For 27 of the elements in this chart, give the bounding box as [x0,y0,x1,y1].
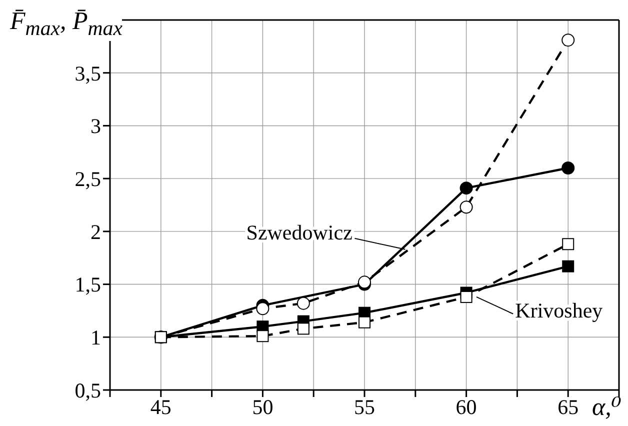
x-axis-title: α,⁰ [592,393,622,422]
point [460,182,473,195]
x-tick-label: 45 [150,394,172,419]
y-tick-label: 0,5 [74,378,101,402]
point [358,316,370,328]
x-tick-label: 65 [558,394,579,419]
point [297,322,310,335]
y-tick-label: 2,5 [74,167,101,192]
point [562,260,574,272]
y-tick-label: 3,5 [74,61,101,86]
annotation: Szwedowicz [246,220,352,244]
x-tick-label: 50 [252,394,274,419]
point [460,200,473,214]
y-tick-label: 1 [90,326,101,350]
point [562,34,575,47]
x-tick-label: 60 [456,394,477,419]
y-axis-title: F̄$_{max}$, P̄$_{max}$ [10,8,122,41]
y-tick-label: 1,5 [74,272,101,297]
point [256,302,270,316]
point [562,238,574,250]
y-tick-label: 2 [90,220,101,244]
point [460,290,472,303]
y-tick-label: 3 [90,114,101,138]
x-tick-label: 55 [354,394,375,419]
point [562,162,575,174]
point [256,330,269,342]
annotation: Krivoshey [515,298,604,323]
